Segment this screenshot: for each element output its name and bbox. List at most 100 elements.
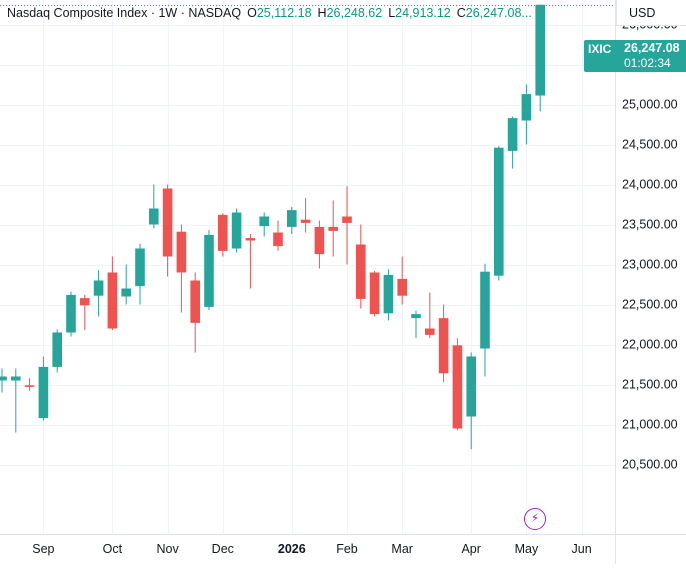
high-label: H bbox=[317, 6, 327, 20]
candle-body bbox=[480, 271, 490, 349]
candle-body bbox=[24, 385, 35, 387]
candle-body bbox=[0, 376, 7, 381]
x-tick-label: Mar bbox=[391, 542, 413, 556]
candle-body bbox=[273, 232, 283, 247]
candle bbox=[149, 184, 159, 229]
candle-body bbox=[204, 234, 214, 307]
candle bbox=[93, 270, 104, 317]
candle bbox=[397, 256, 407, 305]
candle-body bbox=[176, 231, 187, 273]
candle bbox=[176, 224, 187, 313]
candle bbox=[66, 291, 76, 337]
y-tick-label: 23,000.00 bbox=[622, 258, 678, 272]
close-label: C bbox=[456, 6, 466, 20]
candle-body bbox=[287, 210, 297, 227]
x-tick-label: May bbox=[515, 542, 539, 556]
currency-button[interactable]: USD bbox=[616, 0, 686, 26]
candle bbox=[438, 304, 449, 383]
candle-body bbox=[190, 280, 200, 323]
low-label: L bbox=[388, 6, 396, 20]
candle-body bbox=[11, 376, 21, 381]
candle bbox=[342, 186, 352, 265]
candle bbox=[314, 220, 325, 269]
candle-body bbox=[107, 272, 118, 329]
candle bbox=[494, 146, 504, 281]
last-price-value: 26,247.08 bbox=[624, 41, 680, 55]
candle bbox=[11, 368, 21, 433]
y-tick-label: 22,500.00 bbox=[622, 298, 678, 312]
x-tick-label: Nov bbox=[156, 542, 179, 556]
bar-countdown: 01:02:34 bbox=[624, 56, 671, 70]
x-tick-label: 2026 bbox=[278, 542, 306, 556]
candles bbox=[0, 4, 545, 450]
lightning-bolt-icon[interactable]: ⚡ bbox=[524, 508, 546, 530]
candle bbox=[466, 352, 476, 450]
candle bbox=[369, 270, 380, 317]
candle-body bbox=[135, 248, 145, 287]
candle-body bbox=[397, 278, 407, 296]
candle-body bbox=[80, 298, 90, 306]
candle bbox=[356, 224, 366, 309]
candle-body bbox=[93, 280, 104, 296]
candle bbox=[287, 206, 297, 235]
candle-body bbox=[438, 318, 449, 374]
candle bbox=[107, 256, 118, 331]
candle-body bbox=[162, 188, 173, 257]
candle bbox=[521, 84, 532, 145]
candle-body bbox=[149, 208, 159, 225]
candle bbox=[52, 329, 62, 373]
x-tick-label: Feb bbox=[336, 542, 358, 556]
candle bbox=[411, 310, 421, 339]
candle-body bbox=[356, 244, 366, 299]
candle-body bbox=[121, 288, 131, 297]
candle-body bbox=[452, 345, 463, 429]
candle bbox=[135, 243, 145, 305]
y-tick-label: 24,000.00 bbox=[622, 178, 678, 192]
candle bbox=[24, 378, 35, 391]
candle-body bbox=[535, 4, 545, 96]
candle bbox=[80, 294, 90, 331]
candle-body bbox=[383, 274, 394, 314]
candle bbox=[328, 200, 338, 257]
x-tick-label: Apr bbox=[461, 542, 480, 556]
high-value: 26,248.62 bbox=[326, 6, 383, 20]
candle bbox=[480, 263, 490, 377]
candle bbox=[218, 213, 228, 257]
candle-body bbox=[245, 238, 256, 241]
price-axis: 26,000.0025,500.0025,000.0024,500.0024,0… bbox=[622, 18, 678, 472]
time-axis: Sep Oct Nov Dec 2026 Feb Mar Apr May Jun bbox=[32, 542, 591, 556]
candle-body bbox=[411, 314, 421, 319]
candle bbox=[452, 338, 463, 431]
candle bbox=[535, 4, 545, 112]
candle-body bbox=[231, 212, 242, 249]
candle bbox=[507, 116, 518, 169]
candle bbox=[204, 230, 214, 311]
candle bbox=[38, 356, 49, 421]
candle-body bbox=[259, 216, 269, 227]
y-tick-label: 24,500.00 bbox=[622, 138, 678, 152]
y-tick-label: 22,000.00 bbox=[622, 338, 678, 352]
candle bbox=[0, 368, 7, 393]
open-label: O bbox=[247, 6, 257, 20]
x-tick-label: Sep bbox=[32, 542, 54, 556]
candle-body bbox=[328, 226, 338, 231]
y-tick-label: 25,000.00 bbox=[622, 98, 678, 112]
x-tick-label: Dec bbox=[212, 542, 234, 556]
x-tick-label: Jun bbox=[572, 542, 592, 556]
candle bbox=[259, 212, 269, 237]
candle-body bbox=[521, 94, 532, 121]
candle bbox=[121, 264, 131, 305]
candle-body bbox=[38, 366, 49, 419]
candle bbox=[162, 184, 173, 277]
candle bbox=[300, 198, 311, 233]
legend-title: Nasdaq Composite Index · 1W · NASDAQ bbox=[7, 6, 242, 20]
close-value: 26,247.08... bbox=[465, 6, 532, 20]
candle-body bbox=[369, 272, 380, 315]
symbol-legend[interactable]: Nasdaq Composite Index · 1W · NASDAQ O 25… bbox=[7, 4, 532, 22]
candle-body bbox=[218, 214, 228, 251]
candle bbox=[383, 269, 394, 321]
last-price-tag: IXIC 26,247.08 01:02:34 bbox=[584, 40, 686, 72]
open-value: 25,112.18 bbox=[256, 6, 312, 20]
